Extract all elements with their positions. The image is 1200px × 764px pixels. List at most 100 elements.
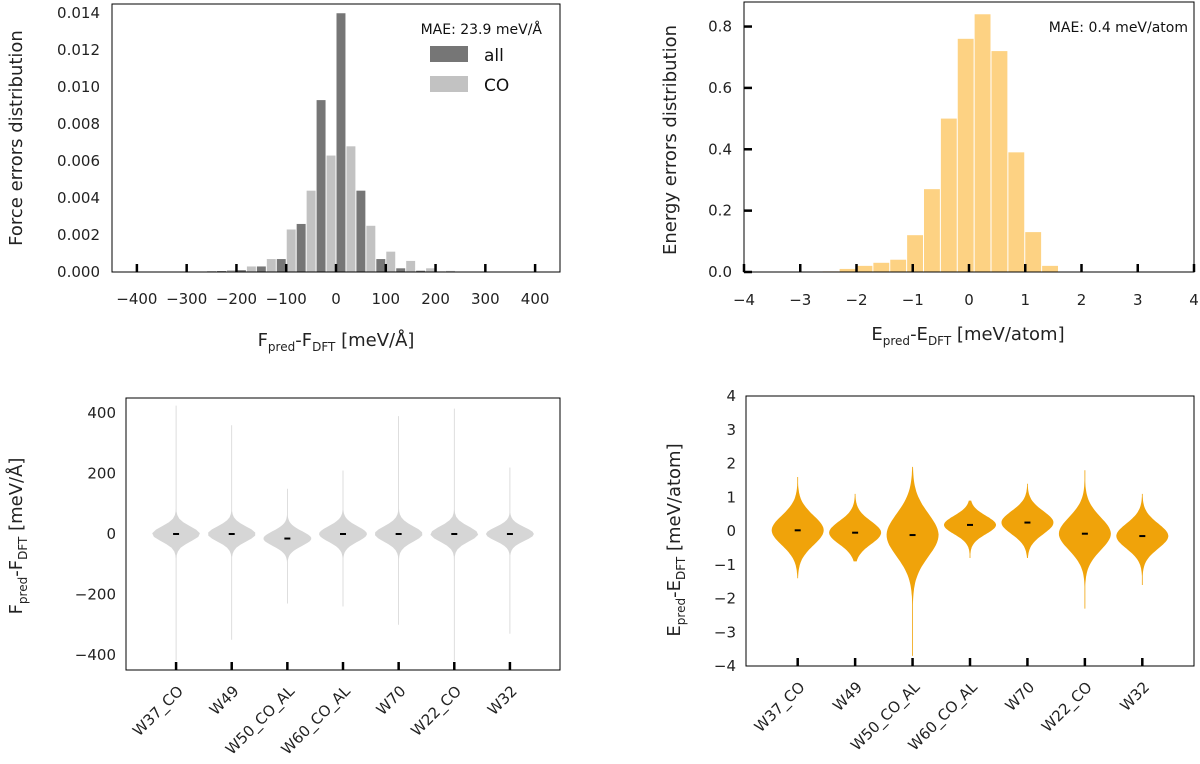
bar-co-3 [266, 259, 276, 272]
force-hist-ylabel: Force errors distribution [6, 30, 27, 246]
xtick-label: 300 [471, 290, 500, 308]
bar-co-2 [246, 266, 256, 272]
bar-co-5 [306, 190, 316, 272]
ytick-label: 0 [726, 522, 736, 540]
category-label: W49 [829, 678, 866, 715]
ytick-label: 2 [726, 455, 736, 473]
xtick-label: −100 [266, 290, 307, 308]
ytick-label: 0.004 [57, 189, 100, 207]
violin-w70 [375, 416, 423, 625]
xtick-label: −4 [733, 291, 755, 309]
force-violin-ylabel: Fpred-FDFT [meV/Å] [5, 458, 30, 615]
bar-all-4 [276, 259, 286, 272]
energy-violin-ylabel: Epred-EDFT [meV/atom] [664, 443, 688, 636]
xtick-label: 3 [1133, 291, 1143, 309]
ytick-label: 4 [726, 387, 736, 405]
energy-hist-bars [822, 14, 1058, 273]
violin-w32 [1116, 493, 1169, 585]
bar-all-7 [336, 13, 346, 272]
ytick-label: 0.2 [708, 202, 732, 220]
ytick-label: 400 [87, 404, 116, 422]
legend-label-all: all [484, 46, 504, 66]
energy-bar-13 [1042, 265, 1058, 272]
bar-co-7 [346, 146, 356, 272]
legend-swatch-all [430, 46, 468, 62]
bar-co-8 [366, 225, 376, 272]
category-label: W22_CO [1038, 678, 1096, 736]
force-hist-frame [111, 3, 561, 273]
force-violins [152, 405, 534, 661]
energy-hist-xlabel: Epred-EDFT [meV/atom] [871, 324, 1064, 348]
ytick-label: 0.0 [708, 263, 732, 281]
force-hist-mae: MAE: 23.9 meV/Å [421, 21, 543, 38]
bar-all-3 [256, 266, 266, 272]
category-label: W70 [1002, 678, 1039, 715]
xtick-label: 100 [371, 290, 400, 308]
ytick-label: 0.008 [57, 115, 100, 133]
violin-w49 [829, 493, 882, 562]
xtick-label: 0 [331, 290, 341, 308]
violin-w22_co [1058, 470, 1111, 609]
energy-bar-11 [1008, 152, 1025, 272]
violin-w50_co_al [886, 466, 939, 656]
ytick-label: 0.6 [708, 79, 732, 97]
violin-w70 [1001, 483, 1054, 558]
category-label: W32 [1116, 678, 1153, 715]
xtick-label: −200 [216, 290, 257, 308]
energy-hist-ticks: −4 −3 −2 −1 0 1 2 3 4 0.0 0.2 0.4 0.6 0.8 [708, 18, 1199, 309]
xtick-label: −1 [902, 291, 924, 309]
violin-w60_co_al [944, 500, 996, 558]
legend-swatch-co [430, 76, 468, 92]
bar-all-6 [316, 100, 326, 272]
energy-bar-7 [940, 118, 957, 272]
ytick-label: −3 [714, 623, 736, 641]
ytick-label: 0.8 [708, 18, 732, 36]
ytick-label: −200 [75, 585, 116, 603]
force-hist-panel: −400 −300 −200 −100 0 100 200 300 400 0.000 0.002 0… [6, 3, 561, 354]
ytick-label: 0.000 [57, 263, 100, 281]
bar-all-9 [376, 259, 386, 272]
energy-bar-5 [907, 235, 923, 272]
xtick-label: 4 [1189, 291, 1199, 309]
bar-all-10 [396, 268, 406, 272]
xtick-label: −2 [845, 291, 867, 309]
energy-bar-1 [839, 268, 856, 272]
ytick-label: −1 [714, 556, 736, 574]
xtick-label: −300 [166, 290, 207, 308]
xtick-label: 400 [521, 290, 550, 308]
ytick-label: 1 [726, 488, 736, 506]
violin-w32 [485, 467, 534, 634]
energy-bar-6 [924, 189, 940, 272]
bar-all-2 [236, 270, 246, 272]
violin-w37_co [771, 477, 824, 579]
ytick-label: −2 [714, 590, 736, 608]
ytick-label: 0.014 [57, 4, 100, 22]
bar-co-12 [446, 270, 455, 272]
energy-violins [771, 466, 1169, 656]
xtick-label: −400 [116, 290, 157, 308]
category-label: W22_CO [407, 682, 465, 740]
legend-label-co: CO [484, 76, 509, 96]
bar-co-11 [426, 268, 436, 272]
xtick-label: −3 [789, 291, 811, 309]
bar-co-9 [386, 251, 396, 272]
energy-bar-2 [856, 265, 873, 272]
energy-bar-10 [991, 51, 1008, 272]
force-hist-legend: all CO [430, 46, 509, 96]
category-label: W49 [206, 682, 243, 719]
bar-co-10 [406, 260, 416, 272]
ytick-label: 200 [87, 465, 116, 483]
ytick-label: 0 [106, 525, 116, 543]
category-label: W37_CO [129, 682, 187, 740]
bar-co-4 [286, 229, 296, 272]
energy-bar-8 [957, 38, 974, 273]
energy-bar-12 [1025, 232, 1042, 272]
energy-bar-9 [974, 14, 991, 272]
ytick-label: 3 [726, 421, 736, 439]
ytick-label: 0.4 [708, 140, 732, 158]
bar-all-8 [356, 190, 366, 272]
